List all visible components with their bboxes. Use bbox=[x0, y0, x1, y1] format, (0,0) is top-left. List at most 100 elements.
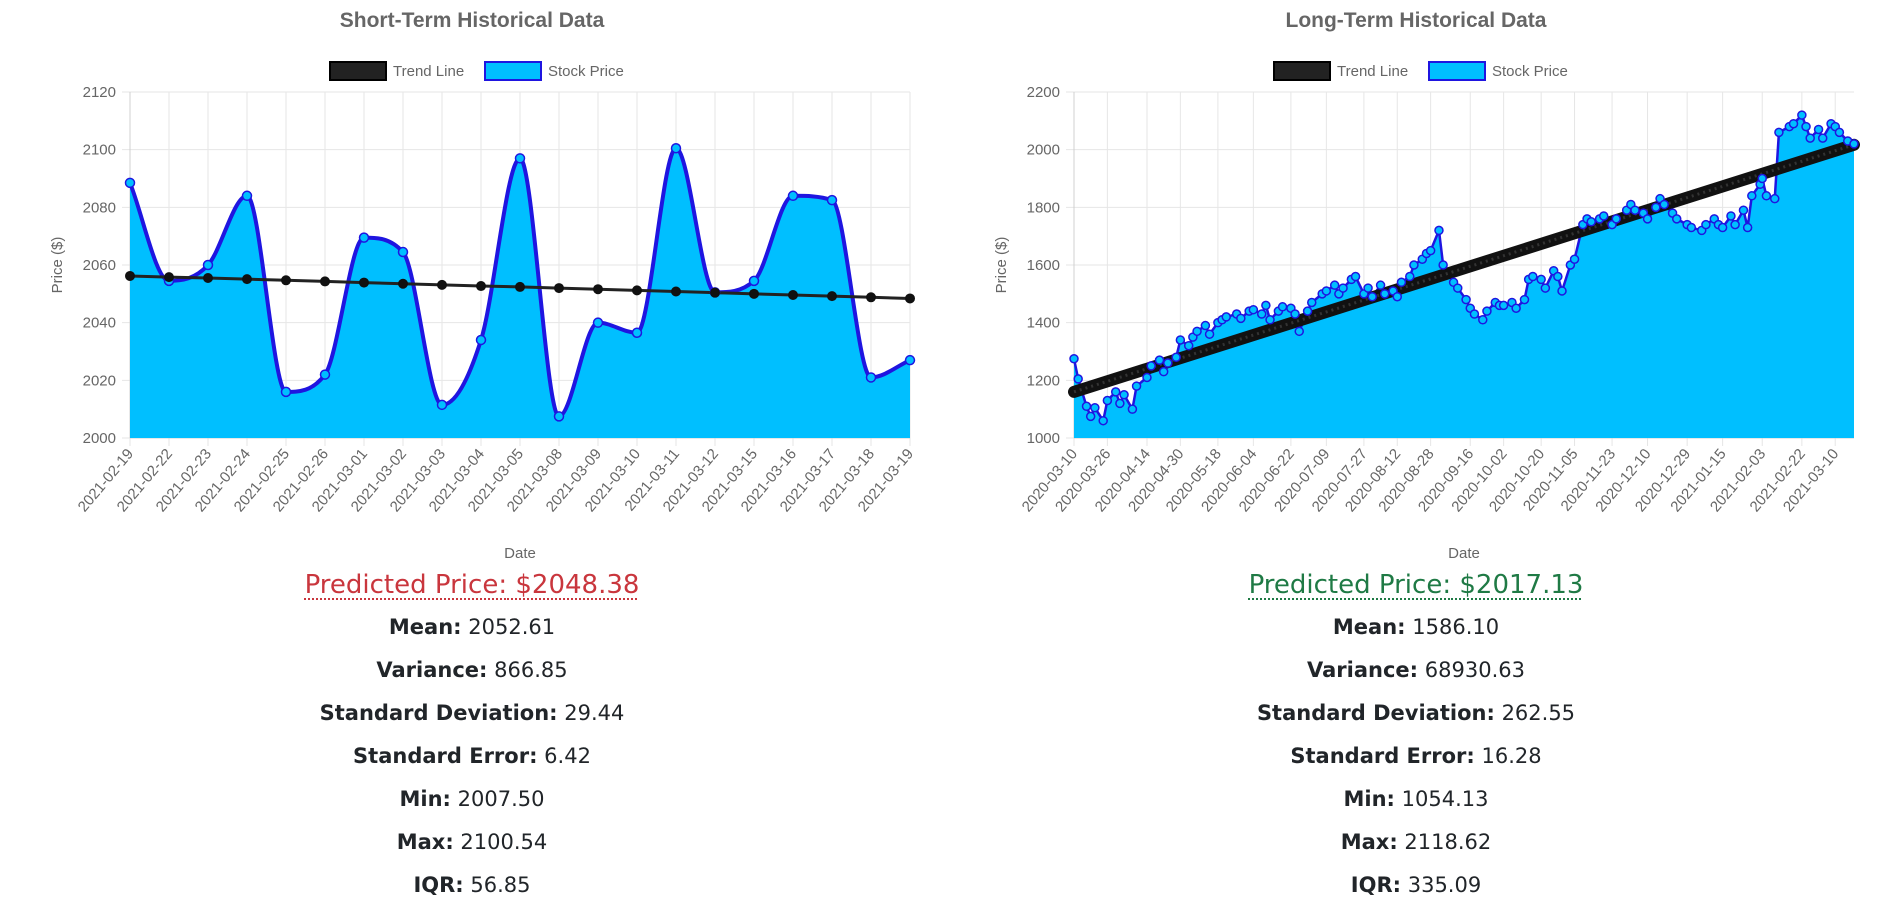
predicted-price: Predicted Price: $2048.38 bbox=[305, 570, 640, 600]
stock-price-point bbox=[1630, 205, 1640, 215]
stock-price-point bbox=[1163, 358, 1173, 368]
stat-max: Max: 2100.54 bbox=[396, 830, 548, 854]
x-axis-title: Date bbox=[504, 545, 536, 562]
y-tick-label: 1800 bbox=[1027, 199, 1060, 216]
stock-price-point bbox=[670, 142, 682, 154]
stock-price-point bbox=[1127, 404, 1138, 414]
trend-point bbox=[359, 277, 369, 288]
trend-point bbox=[437, 279, 447, 290]
stock-price-point bbox=[1261, 300, 1271, 311]
trend-point bbox=[281, 275, 291, 286]
long-term-stats: Predicted Price: $2017.13 Mean: 1586.10 … bbox=[944, 570, 1888, 907]
stock-price-point bbox=[1769, 193, 1780, 204]
stock-price-point bbox=[1154, 355, 1165, 365]
stock-price-point bbox=[748, 275, 760, 287]
stock-price-point bbox=[553, 411, 565, 422]
stock-price-point bbox=[1090, 402, 1100, 413]
y-tick-label: 2080 bbox=[83, 199, 116, 216]
stock-price-point bbox=[1801, 121, 1811, 132]
stock-price-point bbox=[1469, 309, 1480, 319]
stock-price-point bbox=[1405, 271, 1415, 282]
stock-price-point bbox=[1131, 381, 1142, 391]
y-tick-label: 2000 bbox=[1027, 142, 1060, 159]
stock-price-point bbox=[904, 354, 916, 366]
stock-price-point bbox=[1482, 306, 1492, 316]
stock-price-point bbox=[1350, 271, 1361, 282]
stock-price-point bbox=[514, 153, 526, 164]
stat-mean: Mean: 2052.61 bbox=[388, 615, 556, 639]
stock-price-point bbox=[1396, 277, 1407, 288]
stat-iqr: IQR: 56.85 bbox=[413, 873, 531, 897]
stock-price-point bbox=[202, 259, 214, 271]
stock-price-point bbox=[1434, 225, 1444, 236]
stock-price-point bbox=[1817, 133, 1828, 143]
stock-price-point bbox=[1478, 315, 1488, 325]
stock-price-point bbox=[1569, 254, 1580, 264]
stock-price-point bbox=[1747, 191, 1757, 201]
short-term-stats: Predicted Price: $2048.38 Mean: 2052.61 … bbox=[0, 570, 944, 907]
stock-price-point bbox=[865, 372, 877, 383]
y-tick-label: 1000 bbox=[1027, 430, 1060, 447]
legend-swatch-trend-line bbox=[329, 61, 387, 81]
trend-point bbox=[515, 281, 525, 292]
stock-price-point bbox=[1651, 202, 1661, 213]
y-tick-label: 1400 bbox=[1027, 315, 1060, 332]
stock-price-point bbox=[1069, 353, 1079, 364]
predicted-price-value: $2048.38 bbox=[515, 570, 640, 600]
stock-price-point bbox=[1511, 303, 1521, 313]
stock-price-point bbox=[1409, 260, 1419, 270]
y-tick-label: 2020 bbox=[83, 372, 116, 389]
legend-label-trend-line: Trend Line bbox=[1337, 63, 1408, 80]
trend-point bbox=[203, 272, 213, 283]
stat-variance: Variance: 866.85 bbox=[376, 658, 568, 682]
legend-label-stock-price: Stock Price bbox=[1492, 63, 1568, 80]
stock-price-point bbox=[1849, 139, 1859, 149]
stock-price-point bbox=[1738, 205, 1749, 215]
stock-price-point bbox=[1425, 245, 1436, 256]
stock-price-point bbox=[1742, 222, 1753, 233]
stock-price-point bbox=[1329, 280, 1340, 290]
stock-price-point bbox=[631, 327, 643, 339]
stock-price-point bbox=[1102, 395, 1113, 406]
trend-point bbox=[827, 291, 837, 302]
stock-price-point bbox=[1183, 340, 1194, 351]
stock-price-point bbox=[1536, 274, 1546, 285]
stock-price-point bbox=[1204, 329, 1215, 339]
stat-iqr: IQR: 335.09 bbox=[1350, 873, 1482, 897]
stock-price-area bbox=[130, 148, 910, 438]
stat-std: Standard Deviation: 29.44 bbox=[319, 701, 625, 725]
legend-label-stock-price: Stock Price bbox=[548, 63, 624, 80]
stat-max: Max: 2118.62 bbox=[1340, 830, 1492, 854]
trend-point bbox=[164, 272, 174, 283]
chart-title: Short-Term Historical Data bbox=[340, 9, 605, 32]
stock-price-point bbox=[1085, 411, 1096, 422]
stat-min: Min: 2007.50 bbox=[399, 787, 545, 811]
stat-mean: Mean: 1586.10 bbox=[1332, 615, 1500, 639]
stock-price-point bbox=[1081, 401, 1092, 412]
trend-point bbox=[905, 293, 915, 304]
y-tick-label: 2040 bbox=[83, 315, 116, 332]
short-term-chart: Short-Term Historical Data Trend Line Stoc… bbox=[49, 9, 917, 562]
stock-price-point bbox=[1379, 289, 1390, 299]
stock-price-point bbox=[1659, 199, 1669, 210]
stock-price-point bbox=[1598, 211, 1609, 221]
stock-price-point bbox=[1302, 306, 1313, 316]
trend-point bbox=[632, 285, 642, 296]
stock-price-point bbox=[475, 334, 487, 346]
stock-price-point bbox=[1834, 127, 1845, 138]
stock-price-point bbox=[1375, 280, 1386, 290]
chart-title: Long-Term Historical Data bbox=[1286, 9, 1547, 32]
stock-price-point bbox=[1363, 283, 1373, 293]
stat-se: Standard Error: 6.42 bbox=[353, 744, 591, 768]
trend-point bbox=[710, 287, 720, 298]
long-term-panel: Long-Term Historical Data Trend Line Stock… bbox=[944, 0, 1888, 904]
stock-price-point bbox=[1701, 219, 1711, 230]
stock-price-area bbox=[1074, 115, 1854, 438]
stock-price-point bbox=[436, 399, 448, 411]
y-tick-label: 2100 bbox=[83, 142, 116, 159]
stock-price-point bbox=[1813, 124, 1824, 135]
stock-price-point bbox=[1294, 326, 1304, 337]
legend-swatch-stock-price bbox=[484, 61, 542, 81]
stock-price-point bbox=[1498, 300, 1509, 311]
x-axis-title: Date bbox=[1448, 545, 1480, 562]
